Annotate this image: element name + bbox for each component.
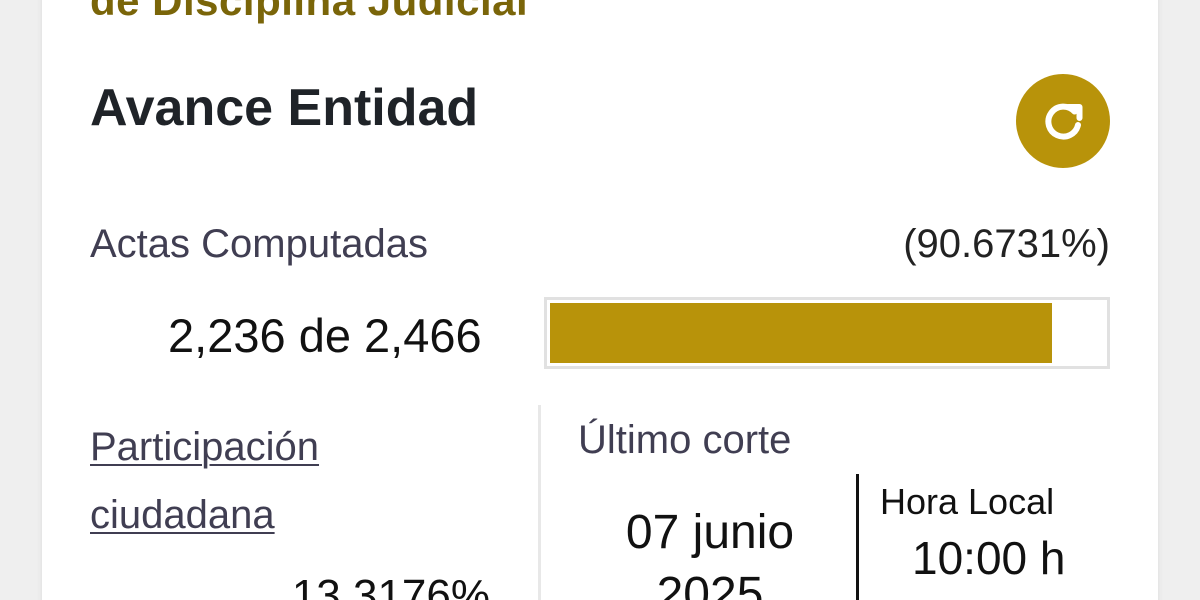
actas-label-row: Actas Computadas (90.6731%) bbox=[90, 220, 1110, 268]
time-divider bbox=[856, 474, 859, 600]
actas-count: 2,236 de 2,466 bbox=[168, 307, 482, 365]
corte-date: 07 junio 2025 bbox=[625, 506, 795, 600]
section-title: Avance Entidad bbox=[90, 79, 479, 137]
participacion-value: 13.3176% bbox=[291, 571, 490, 600]
actas-percent: (90.6731%) bbox=[903, 222, 1110, 266]
actas-progress-fill bbox=[550, 303, 1052, 363]
hora-local-label: Hora Local bbox=[880, 481, 1055, 522]
ultimo-corte-label: Último corte bbox=[578, 418, 792, 462]
participacion-ciudadana-link[interactable]: Participación ciudadana bbox=[90, 425, 320, 537]
actas-computadas-label: Actas Computadas bbox=[90, 222, 428, 266]
card-header-title: de Disciplina Judicial bbox=[90, 0, 529, 24]
actas-computed-value: 2,236 bbox=[168, 309, 286, 362]
actas-progress-bar bbox=[544, 297, 1110, 369]
hora-local-value: 10:00 h bbox=[912, 532, 1066, 584]
actas-count-connector: de bbox=[298, 309, 351, 362]
refresh-button[interactable] bbox=[1016, 74, 1110, 168]
refresh-icon bbox=[1045, 103, 1083, 140]
section-divider bbox=[538, 405, 541, 600]
actas-total-value: 2,466 bbox=[364, 309, 482, 362]
